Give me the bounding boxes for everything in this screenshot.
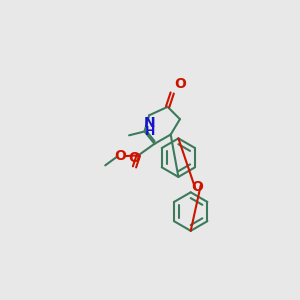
Text: N: N: [144, 116, 156, 130]
Text: H: H: [145, 124, 155, 137]
Text: O: O: [129, 152, 140, 165]
Text: O: O: [115, 149, 127, 163]
Text: O: O: [192, 180, 204, 194]
Text: O: O: [174, 77, 186, 91]
